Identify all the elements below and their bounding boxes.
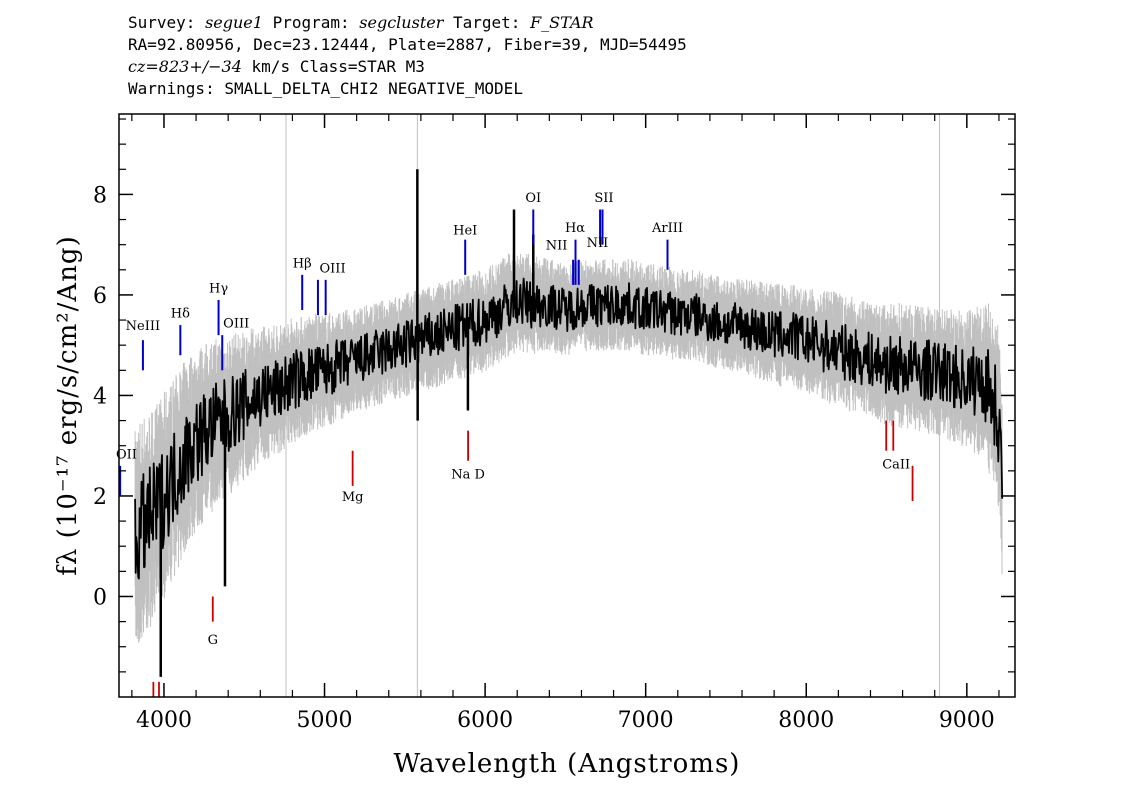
emission-label-halpha: Hα — [565, 221, 585, 236]
emission-label-ariii: ArIII — [651, 221, 683, 236]
target-value: F_STAR — [530, 13, 594, 32]
survey-label: Survey: — [128, 13, 196, 32]
x-tick-label: 5000 — [297, 708, 353, 733]
absorption-label-g: G — [208, 633, 218, 648]
class-value: km/s Class=STAR M3 — [241, 57, 425, 76]
emission-label-oii: OII — [116, 447, 137, 462]
cz-value: 823+/−34 — [158, 57, 242, 76]
absorption-label-caii: CaII — [882, 457, 910, 472]
absorption-label-mg: Mg — [342, 490, 364, 505]
emission-label-oiii-a: OIII — [223, 317, 249, 332]
x-tick-label: 8000 — [778, 708, 834, 733]
y-tick-label: 4 — [93, 384, 107, 409]
y-tick-label: 2 — [93, 485, 107, 510]
emission-label-oiii-b: OIII — [320, 261, 346, 276]
y-tick-label: 8 — [93, 183, 107, 208]
x-tick-label: 9000 — [939, 708, 995, 733]
y-tick-label: 6 — [93, 284, 107, 309]
emission-label-hgamma: Hγ — [209, 281, 228, 296]
header-line-coords: RA=92.80956, Dec=23.12444, Plate=2887, F… — [128, 35, 687, 54]
absorption-label-nad: Na D — [451, 467, 485, 482]
emission-label-nii-a: NII — [546, 239, 568, 254]
header-line-redshift: cz=823+/−34 km/s Class=STAR M3 — [128, 56, 687, 78]
flux-layer — [134, 169, 1004, 677]
x-tick-label: 7000 — [618, 708, 674, 733]
x-tick-label: 6000 — [457, 708, 513, 733]
emission-label-hbeta: Hβ — [293, 256, 312, 271]
y-tick-label: 0 — [93, 585, 107, 610]
emission-label-hdelta: Hδ — [171, 307, 190, 322]
x-tick-label: 4000 — [136, 708, 192, 733]
plot-frame — [118, 113, 1016, 698]
survey-value: segue1 — [205, 13, 263, 32]
x-axis-title: Wavelength (Angstroms) — [394, 749, 741, 779]
target-label: Target: — [453, 13, 521, 32]
emission-label-hei: HeI — [453, 224, 477, 239]
emission-label-oi: OI — [525, 191, 541, 206]
header-line-warnings: Warnings: SMALL_DELTA_CHI2 NEGATIVE_MODE… — [128, 79, 523, 98]
emission-label-sii: SII — [594, 191, 613, 206]
emission-label-nii-b: NII — [587, 236, 609, 251]
flux-line — [134, 277, 1004, 580]
spectrum-header: Survey: segue1 Program: segcluster Targe… — [128, 12, 687, 100]
program-label: Program: — [272, 13, 350, 32]
tick-layer: 4000 5000 6000 7000 8000 9000 0 2 4 6 8 — [93, 114, 1015, 733]
header-line-survey: Survey: segue1 Program: segcluster Targe… — [128, 12, 687, 34]
y-axis-title: fλ (10⁻¹⁷ erg/s/cm²/Ang) — [53, 235, 83, 575]
emission-label-neiii: NeIII — [126, 319, 160, 334]
cz-label: cz= — [128, 57, 159, 76]
program-value: segcluster — [359, 13, 444, 32]
